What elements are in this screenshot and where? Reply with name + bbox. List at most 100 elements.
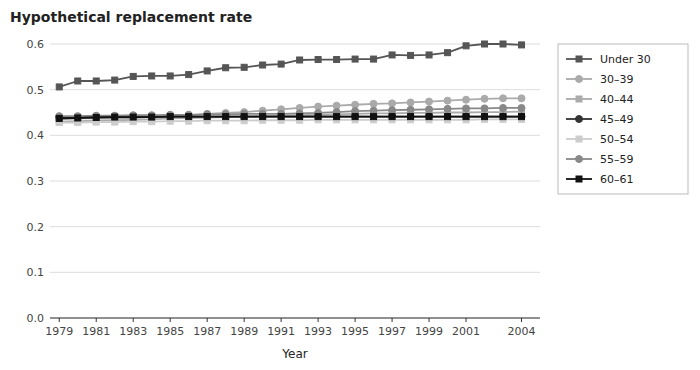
point [500,104,507,111]
point [185,113,192,120]
point [370,113,377,120]
point [204,114,210,120]
point [223,65,229,71]
y-tick-label: 0.3 [27,175,45,188]
point [241,114,247,120]
x-tick [96,318,97,322]
legend-label: 30–39 [600,73,634,86]
y-tick-label: 0.6 [27,38,45,51]
point [519,42,525,48]
point [389,113,396,120]
x-tick [207,318,208,322]
point [75,78,81,84]
point [352,56,358,62]
point [407,106,414,113]
point [445,50,451,56]
point [130,114,136,120]
legend-marker [576,136,582,142]
x-tick-label: 1981 [82,325,110,338]
legend: Under 3030–3940–4445–4950–5455–5960–61 [558,44,688,194]
point [297,114,303,120]
series [56,41,524,90]
series-line [59,119,521,122]
point [56,114,63,121]
point [260,113,266,119]
x-tick [521,318,522,322]
legend-marker [576,96,582,102]
point [481,105,488,112]
point [315,113,322,120]
x-tick [392,318,393,322]
point [204,68,210,74]
point [463,96,470,103]
y-tick-label: 0.2 [27,221,45,234]
y-tick-label: 0.5 [27,84,45,97]
point [500,113,507,120]
grid-line [50,226,540,227]
point [389,107,396,114]
point [241,114,247,120]
legend-box [558,44,688,194]
series [56,109,524,125]
point [167,113,174,120]
x-tick [429,318,430,322]
point [75,115,81,121]
x-tick [355,318,356,322]
point [315,57,321,63]
legend-label: Under 30 [600,53,651,66]
x-tick-label: 1995 [341,325,369,338]
point [149,73,155,79]
point [93,115,99,121]
x-tick [133,318,134,322]
legend-marker [576,56,582,62]
x-tick-label: 1993 [304,325,332,338]
point [93,115,100,122]
point [112,114,118,120]
point [259,113,266,120]
point [408,114,414,120]
series [56,95,525,123]
y-tick-label: 0.4 [27,129,45,142]
point [186,114,192,120]
point [481,95,488,102]
point [111,113,118,120]
point [370,100,377,107]
point [241,64,247,70]
point [167,73,173,79]
point [408,52,414,58]
point [500,95,507,102]
point [407,113,414,120]
x-tick [466,318,467,322]
point [445,114,451,120]
grid-line [50,89,540,90]
x-tick-label: 2004 [508,325,536,338]
point [149,114,155,120]
plot-area [56,41,525,126]
legend-label: 55–59 [600,153,634,166]
point [389,100,396,107]
series [56,114,524,122]
x-tick-label: 1985 [156,325,184,338]
point [167,114,173,120]
title: Hypothetical replacement rate [10,9,252,25]
point [444,97,451,104]
legend-marker [576,116,583,123]
point [426,114,432,120]
point [426,106,433,113]
point [315,114,321,120]
point [519,114,525,120]
point [352,113,359,120]
legend-marker [576,76,583,83]
point [74,114,81,121]
point [518,113,525,120]
point [278,114,284,120]
point [518,95,525,102]
grid-line [50,272,540,273]
x-axis-label: Year [281,347,307,361]
point [148,113,155,120]
x-tick [318,318,319,322]
point [204,115,210,121]
point [204,113,211,120]
legend-marker [576,156,583,163]
point [297,57,303,63]
